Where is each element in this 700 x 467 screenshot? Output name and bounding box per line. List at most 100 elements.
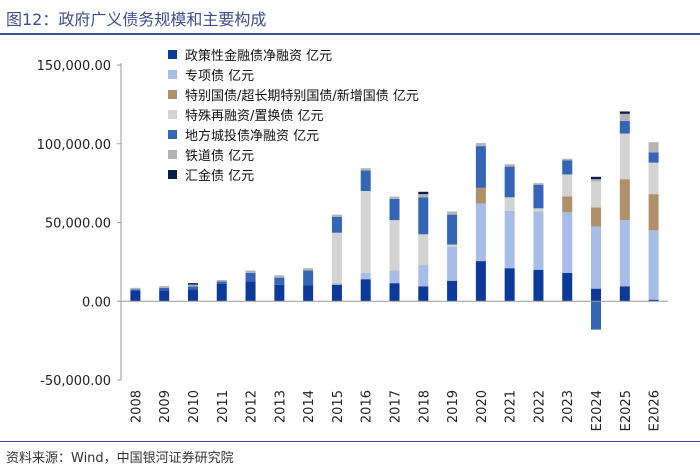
bar-segment	[216, 281, 227, 284]
x-tick-label: 2014	[302, 390, 317, 423]
y-tick-label: 150,000.00	[37, 59, 111, 74]
bar-segment	[274, 284, 285, 302]
legend-label: 政策性金融债净融资 亿元	[185, 48, 333, 64]
bar-segment	[418, 286, 429, 302]
bar-segment	[245, 281, 256, 302]
bar-segment	[159, 290, 170, 302]
bar-segment	[619, 120, 630, 134]
x-tick-label: E2026	[648, 390, 663, 431]
bar-segment	[591, 301, 602, 330]
bar-segment	[159, 287, 170, 291]
bar-segment	[591, 288, 602, 302]
bar-segment	[303, 268, 314, 271]
bar-segment	[389, 198, 400, 221]
x-tick-label: 2023	[561, 390, 576, 423]
legend-label: 铁道债 亿元	[185, 148, 255, 164]
chart-title: 图12：政府广义债务规模和主要构成	[6, 10, 267, 29]
bar-segment	[648, 142, 659, 153]
legend-item: 专项债 亿元	[168, 64, 419, 84]
bar-segment	[648, 230, 659, 300]
bar-segment	[187, 286, 198, 290]
bar-segment	[591, 176, 602, 180]
legend-item: 特殊再融资/置换债 亿元	[168, 104, 419, 124]
x-tick-label: 2018	[417, 390, 432, 423]
bar-segment	[562, 160, 573, 175]
bar-segment	[418, 234, 429, 266]
x-tick-label: 2009	[158, 390, 173, 423]
legend-swatch	[168, 89, 177, 99]
x-tick-label: 2012	[245, 390, 260, 423]
legend-label: 特殊再融资/置换债 亿元	[185, 108, 324, 124]
bar-segment	[360, 272, 371, 280]
bar-segment	[648, 162, 659, 195]
bar-segment	[418, 191, 429, 195]
legend-swatch	[168, 109, 177, 119]
x-tick-label: 2019	[446, 390, 461, 423]
bar-segment	[475, 187, 486, 204]
bar-segment	[533, 183, 544, 185]
bar-segment	[331, 284, 342, 302]
title-bar: 图12：政府广义债务规模和主要构成	[0, 0, 700, 36]
legend-item: 特别国债/超长期特别国债/新增国债 亿元	[168, 84, 419, 104]
bar-segment	[447, 211, 458, 215]
bar-segment	[562, 272, 573, 302]
bar-segment	[130, 287, 141, 290]
bar-segment	[475, 203, 486, 262]
bar-segment	[331, 214, 342, 217]
x-tick-label: 2011	[216, 390, 231, 423]
bar-segment	[562, 196, 573, 213]
chart-legend: 政策性金融债净融资 亿元 专项债 亿元特别国债/超长期特别国债/新增国债 亿元 特殊…	[168, 44, 419, 184]
bar-segment	[245, 270, 256, 273]
bar-segment	[303, 270, 314, 286]
bar-segment	[274, 277, 285, 285]
x-tick-label: 2020	[475, 390, 490, 423]
legend-item: 汇金债 亿元	[168, 164, 419, 184]
bar-segment	[562, 174, 573, 197]
bar-segment	[360, 191, 371, 273]
legend-label: 特别国债/超长期特别国债/新增国债 亿元	[185, 88, 419, 104]
bar-segment	[360, 170, 371, 191]
bar-segment	[648, 152, 659, 163]
x-tick-label: E2025	[619, 390, 634, 431]
bar-segment	[389, 220, 400, 271]
bar-segment	[418, 197, 429, 235]
x-tick-label: 2015	[331, 390, 346, 423]
bar-segment	[187, 289, 198, 302]
x-tick-label: 2013	[273, 390, 288, 423]
y-tick-label: 0.00	[82, 295, 111, 310]
bar-segment	[533, 269, 544, 302]
legend-swatch	[168, 49, 177, 59]
bar-segment	[591, 226, 602, 289]
bar-segment	[245, 272, 256, 282]
bar-segment	[331, 216, 342, 233]
bar-segment	[130, 291, 141, 302]
y-tick-label: 100,000.00	[37, 138, 111, 153]
bar-segment	[187, 283, 198, 285]
bar-segment	[447, 244, 458, 247]
bar-segment	[504, 164, 515, 167]
bar-segment	[447, 280, 458, 302]
bar-segment	[619, 286, 630, 302]
footer-divider	[0, 441, 700, 442]
bar-segment	[504, 210, 515, 269]
bar-segment	[475, 146, 486, 188]
x-tick-label: 2016	[360, 390, 375, 423]
bar-segment	[331, 232, 342, 284]
bar-segment	[360, 279, 371, 302]
bar-segment	[130, 289, 141, 292]
bar-segment	[591, 179, 602, 182]
bar-segment	[418, 265, 429, 287]
bar-segment	[187, 284, 198, 287]
bar-segment	[216, 283, 227, 302]
bar-segment	[159, 285, 170, 288]
legend-label: 汇金债 亿元	[185, 168, 255, 184]
bar-segment	[562, 212, 573, 273]
x-tick-label: 2017	[389, 390, 404, 423]
bar-segment	[533, 184, 544, 209]
legend-swatch	[168, 169, 177, 179]
legend-item: 铁道债 亿元	[168, 144, 419, 164]
bar-segment	[504, 166, 515, 198]
x-tick-label: E2024	[590, 390, 605, 431]
bar-segment	[303, 285, 314, 302]
bar-segment	[591, 181, 602, 208]
